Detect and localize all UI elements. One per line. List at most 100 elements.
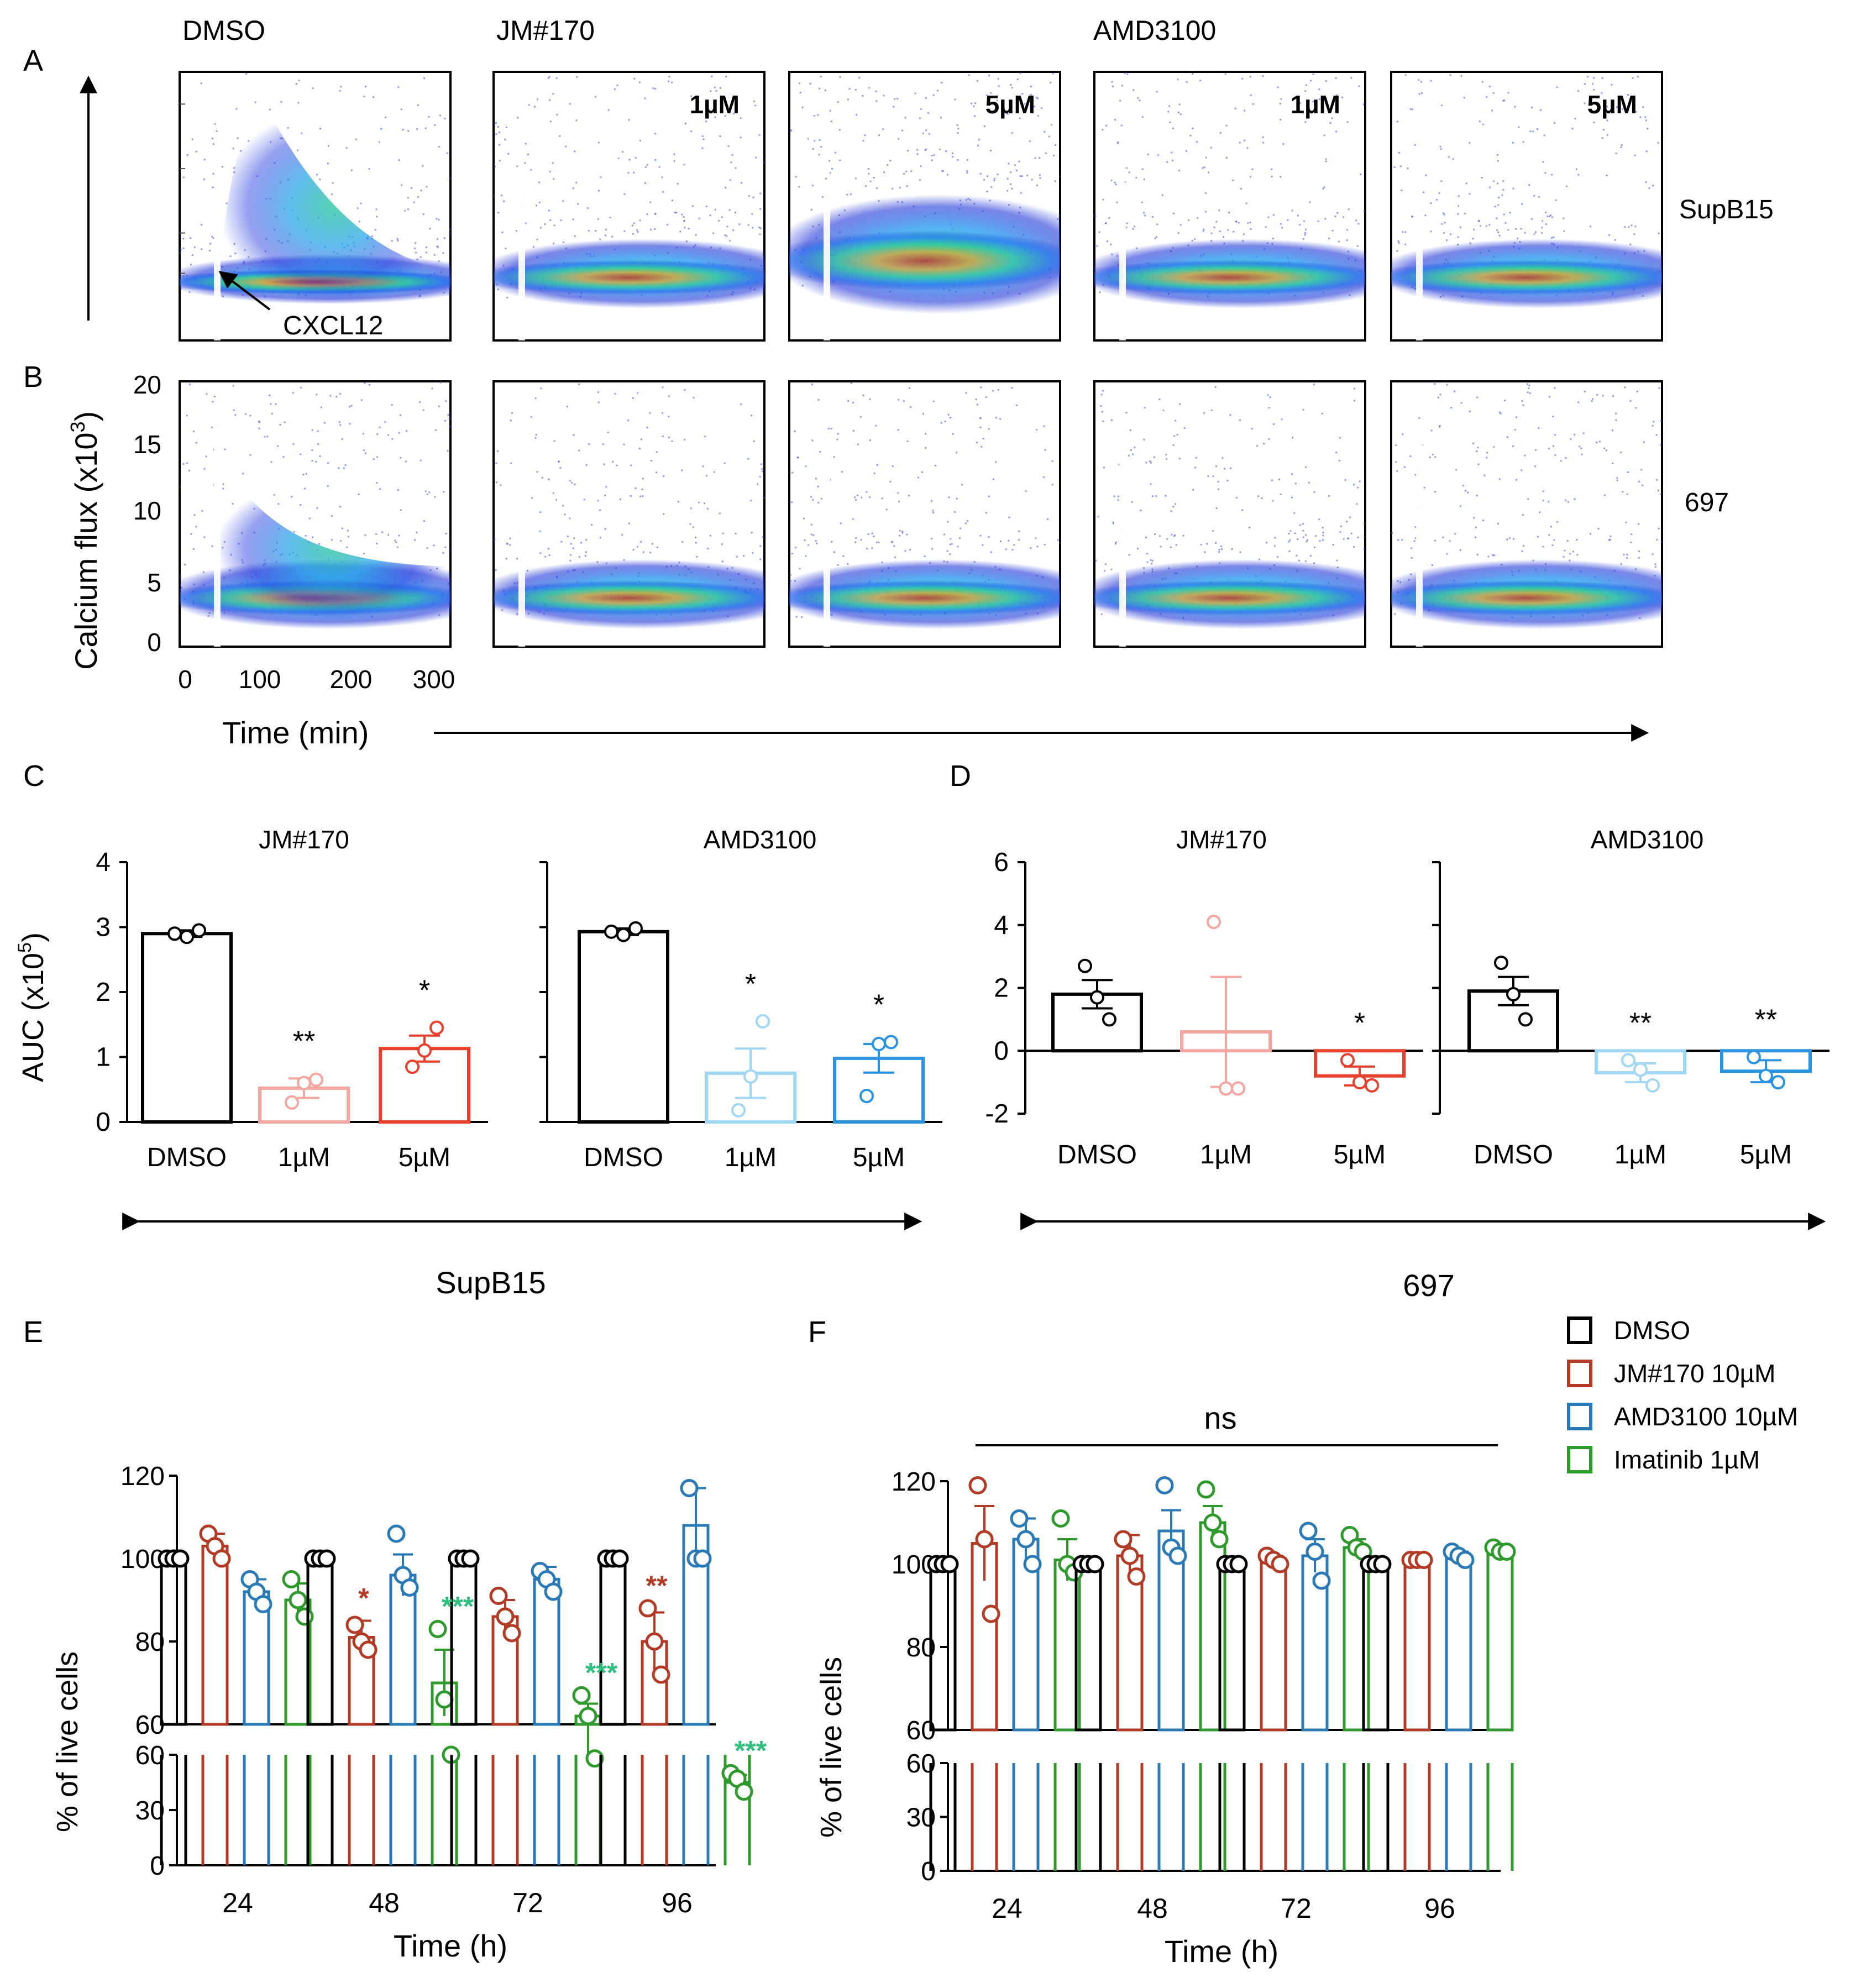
- flow-event-dot: [1157, 154, 1159, 156]
- flow-event-dot: [684, 389, 686, 391]
- flow-event-dot: [422, 213, 424, 216]
- flow-event-dot: [438, 219, 440, 221]
- flow-event-dot: [965, 392, 967, 394]
- flow-event-dot: [350, 169, 353, 171]
- flow-event-dot: [555, 77, 558, 80]
- flow-event-dot: [1353, 387, 1355, 390]
- flow-event-dot: [1658, 490, 1660, 492]
- flow-event-dot: [495, 481, 497, 484]
- flow-event-dot: [633, 222, 635, 224]
- flow-event-dot: [854, 496, 856, 499]
- flow-event-dot: [1126, 222, 1128, 224]
- flow-event-dot: [873, 473, 875, 475]
- flow-event-dot: [1111, 81, 1113, 83]
- flow-event-dot: [940, 422, 942, 424]
- flow-event-dot: [804, 539, 806, 542]
- flow-event-dot: [1411, 108, 1413, 111]
- flow-event-dot: [690, 130, 693, 133]
- flow-event-dot: [245, 72, 248, 75]
- flow-event-dot: [1459, 549, 1461, 551]
- flow-baseline-core: [1391, 580, 1662, 616]
- flow-event-dot: [1522, 404, 1524, 406]
- flow-event-dot: [1529, 392, 1531, 394]
- flow-event-dot: [1430, 202, 1432, 204]
- flow-event-dot: [398, 432, 400, 434]
- flow-event-dot: [817, 485, 819, 487]
- flow-event-dot: [397, 489, 399, 491]
- flow-event-dot: [628, 522, 630, 524]
- flow-event-dot: [1179, 113, 1182, 116]
- flow-event-dot: [707, 547, 709, 549]
- flow-event-dot: [1541, 232, 1543, 234]
- flow-event-dot: [1363, 548, 1365, 550]
- flow-event-dot: [944, 421, 946, 423]
- flow-event-dot: [1404, 74, 1407, 76]
- flow-event-dot: [1239, 551, 1241, 553]
- flow-event-dot: [1445, 239, 1448, 242]
- flow-event-dot: [211, 426, 213, 428]
- flow-event-dot: [1534, 465, 1537, 468]
- flow-event-dot: [1486, 452, 1488, 454]
- flow-event-dot: [945, 150, 947, 153]
- flow-event-dot: [1249, 222, 1251, 224]
- flow-event-dot: [1271, 168, 1273, 170]
- flow-event-dot: [957, 159, 959, 161]
- flow-event-dot: [674, 212, 676, 214]
- flow-event-dot: [681, 213, 683, 216]
- flow-event-dot: [499, 160, 501, 162]
- flow-event-dot: [1213, 227, 1215, 229]
- flow-event-dot: [1346, 239, 1348, 242]
- flow-event-dot: [833, 551, 835, 553]
- flow-event-dot: [677, 501, 679, 503]
- flow-event-dot: [721, 543, 723, 545]
- flow-event-dot: [673, 160, 675, 162]
- flow-event-dot: [1556, 86, 1558, 88]
- flow-event-dot: [1450, 233, 1452, 235]
- flow-event-dot: [1397, 539, 1399, 541]
- flow-event-dot: [941, 170, 943, 172]
- flow-event-dot: [584, 555, 586, 557]
- viability-data-point: [940, 1555, 959, 1573]
- flow-event-dot: [807, 138, 809, 140]
- flow-event-dot: [1402, 231, 1404, 233]
- flow-event-dot: [640, 541, 642, 543]
- flow-event-dot: [1437, 396, 1439, 398]
- auc-data-point: [1340, 1053, 1355, 1068]
- flow-event-dot: [544, 555, 547, 558]
- viability-x-axis-title: Time (h): [394, 1928, 507, 1963]
- flow-event-dot: [908, 495, 910, 497]
- flow-injection-gap: [1119, 437, 1126, 647]
- flow-event-dot: [1642, 484, 1644, 486]
- flow-event-dot: [666, 224, 668, 226]
- flow-event-dot: [402, 129, 404, 131]
- flow-event-dot: [212, 172, 214, 175]
- flow-event-dot: [516, 558, 518, 560]
- flow-event-dot: [901, 530, 904, 532]
- flow-event-dot: [1623, 554, 1625, 556]
- flow-event-dot: [1147, 154, 1149, 156]
- flow-event-dot: [1296, 554, 1298, 557]
- flow-event-dot: [627, 419, 630, 422]
- flow-event-dot: [536, 98, 538, 101]
- flow-event-dot: [1616, 106, 1618, 108]
- flow-event-dot: [1660, 444, 1662, 446]
- flow-event-dot: [340, 540, 342, 542]
- flow-event-dot: [1660, 419, 1662, 422]
- flow-event-dot: [566, 406, 568, 408]
- flow-event-dot: [1434, 539, 1436, 542]
- flow-event-dot: [1398, 151, 1400, 154]
- flow-event-dot: [693, 397, 695, 399]
- flow-event-dot: [578, 383, 580, 385]
- flow-event-dot: [1041, 107, 1043, 109]
- auc-data-point: [309, 1072, 323, 1087]
- flow-event-dot: [449, 228, 450, 230]
- flow-event-dot: [829, 479, 831, 481]
- flow-event-dot: [410, 187, 412, 189]
- flow-event-dot: [1134, 446, 1136, 448]
- flow-event-dot: [1622, 108, 1624, 111]
- flow-event-dot: [1309, 201, 1311, 203]
- flow-event-dot: [1281, 227, 1283, 229]
- flow-event-dot: [1425, 174, 1427, 176]
- flow-event-dot: [847, 400, 850, 402]
- flow-event-dot: [1335, 77, 1337, 79]
